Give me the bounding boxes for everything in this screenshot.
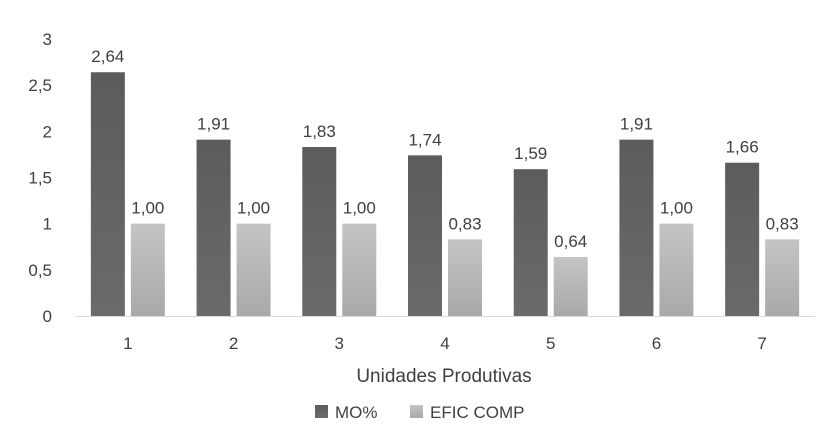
data-label: 1,91 — [197, 115, 230, 134]
data-label: 1,83 — [303, 122, 336, 141]
y-tick-label: 1,5 — [28, 169, 52, 188]
x-axis-title: Unidades Produtivas — [356, 366, 531, 387]
data-label: 0,83 — [766, 214, 799, 233]
data-labels: 2,64 1,00 1,91 1,00 1,83 1,00 1,74 0,83 1,59 0,64… — [91, 47, 798, 251]
y-tick-label: 0,5 — [28, 261, 52, 280]
data-label: 1,91 — [620, 115, 653, 134]
y-tick-label: 3 — [43, 30, 52, 49]
bar-mo-2 — [196, 139, 231, 316]
bar-mo-4 — [408, 155, 442, 316]
bar-mo-3 — [302, 147, 337, 316]
legend: MO% EFIC COMP — [315, 403, 524, 422]
bar-efic-comp-3 — [342, 223, 377, 316]
bar-mo-6 — [619, 139, 654, 316]
legend-swatch — [315, 405, 328, 418]
x-tick-label: 4 — [440, 334, 449, 353]
data-label: 1,00 — [343, 199, 376, 218]
legend-label: EFIC COMP — [430, 403, 524, 422]
bar-efic-comp-6 — [659, 223, 694, 316]
y-tick-label: 1 — [43, 215, 52, 234]
bar-mo-5 — [513, 169, 548, 316]
bar-efic-comp-5 — [553, 256, 588, 316]
axes: 0 0,5 1 1,5 2 2,5 3 1 2 3 4 5 6 7 — [28, 30, 815, 353]
data-label: 1,59 — [514, 144, 547, 163]
y-tick-label: 2 — [43, 122, 52, 141]
bar-efic-comp-7 — [765, 239, 800, 316]
bar-efic-comp-4 — [448, 239, 482, 316]
x-tick-label: 6 — [652, 334, 661, 353]
x-tick-label: 1 — [123, 334, 132, 353]
bar-mo-7 — [725, 162, 760, 316]
x-tick-label: 3 — [335, 334, 344, 353]
data-label: 1,66 — [726, 138, 759, 157]
x-tick-label: 7 — [757, 334, 766, 353]
bar-efic-comp-2 — [236, 223, 271, 316]
data-label: 1,00 — [660, 199, 693, 218]
bar-efic-comp-1 — [130, 223, 165, 316]
legend-swatch — [410, 405, 423, 418]
data-label: 1,00 — [131, 199, 164, 218]
legend-label: MO% — [335, 403, 378, 422]
data-label: 1,74 — [408, 130, 441, 149]
data-label: 1,00 — [237, 199, 270, 218]
y-tick-label: 0 — [43, 307, 52, 326]
bars — [90, 72, 800, 317]
x-tick-label: 2 — [229, 334, 238, 353]
data-label: 0,83 — [448, 214, 481, 233]
data-label: 0,64 — [554, 232, 587, 251]
y-tick-label: 2,5 — [28, 76, 52, 95]
bar-mo-1 — [90, 72, 125, 317]
x-tick-label: 5 — [546, 334, 555, 353]
data-label: 2,64 — [91, 47, 124, 66]
